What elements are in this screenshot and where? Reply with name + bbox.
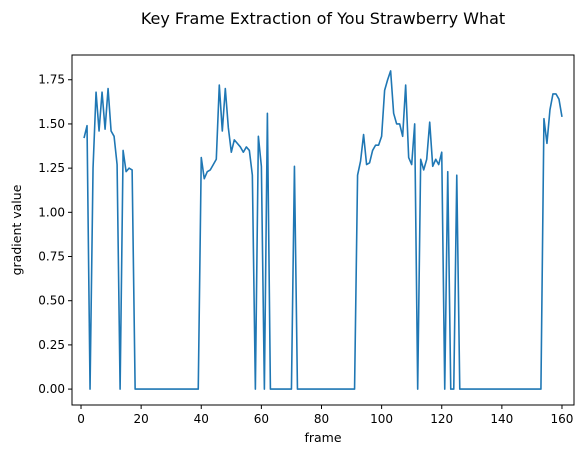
plot-frame — [71, 54, 575, 406]
chart-title: Key Frame Extraction of You Strawberry W… — [141, 9, 505, 28]
x-tick-label: 0 — [77, 412, 85, 426]
x-tick-label: 120 — [430, 412, 453, 426]
series-line-0 — [83, 70, 563, 390]
x-tick-label: 60 — [254, 412, 269, 426]
x-axis: 0 20 40 60 80 100 120 140 160 — [77, 405, 573, 426]
y-tick-label: 1.50 — [38, 117, 65, 131]
x-tick-label: 20 — [133, 412, 148, 426]
y-axis-label: gradient value — [9, 184, 24, 275]
x-tick-label: 160 — [551, 412, 574, 426]
x-axis-label: frame — [304, 430, 341, 445]
y-tick-label: 0.00 — [38, 382, 65, 396]
x-tick-label: 100 — [370, 412, 393, 426]
y-tick-label: 0.50 — [38, 294, 65, 308]
y-tick-label: 1.00 — [38, 205, 65, 219]
y-tick-label: 0.25 — [38, 338, 65, 352]
y-axis: 0.00 0.25 0.50 0.75 1.00 1.25 1.50 1.75 — [38, 73, 72, 396]
x-tick-label: 140 — [490, 412, 513, 426]
y-tick-label: 1.25 — [38, 161, 65, 175]
x-tick-label: 80 — [314, 412, 329, 426]
y-tick-label: 0.75 — [38, 250, 65, 264]
x-tick-label: 40 — [194, 412, 209, 426]
y-tick-label: 1.75 — [38, 73, 65, 87]
plot-area — [83, 70, 563, 390]
